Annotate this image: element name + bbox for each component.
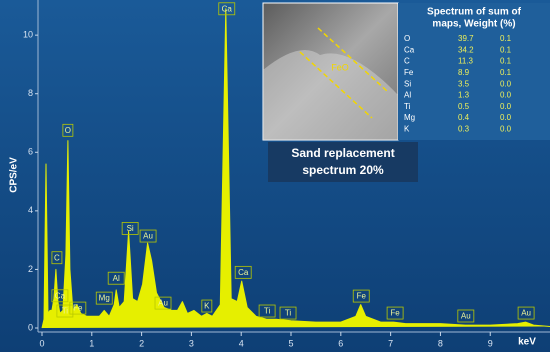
- peak-label: Au: [461, 312, 471, 321]
- peak-label: O: [65, 126, 71, 135]
- table-title: Spectrum of sum of: [427, 7, 522, 18]
- x-tick-label: 6: [338, 338, 343, 348]
- peak-label-box: [62, 123, 74, 137]
- table-element: Al: [404, 91, 411, 100]
- peak-label: Fe: [357, 292, 367, 301]
- y-tick-label: 0: [28, 322, 33, 332]
- x-tick-label: 8: [438, 338, 443, 348]
- peak-label-box: [154, 296, 172, 310]
- table-element: Mg: [404, 113, 415, 122]
- y-tick-label: 2: [28, 264, 33, 274]
- table-value: 0.0: [500, 91, 512, 100]
- table-element: Fe: [404, 68, 414, 77]
- y-tick-label: 6: [28, 147, 33, 157]
- table-title: maps, Weight (%): [432, 19, 515, 30]
- peak-label-box: [279, 306, 297, 320]
- peak-label: Ti: [264, 307, 271, 316]
- table-value: 11.3: [458, 57, 474, 66]
- peak-label-box: [234, 265, 252, 279]
- inset-image: FeO: [262, 2, 399, 141]
- table-value: 39.7: [458, 34, 474, 43]
- caption: spectrum 20%: [302, 163, 384, 177]
- peak-label-box: [51, 289, 69, 303]
- peak-label: Fe: [73, 304, 83, 313]
- peak-label: Ti: [62, 307, 69, 316]
- table-value: 0.0: [500, 102, 512, 111]
- table-value: 3.5: [458, 79, 470, 88]
- peak-label-box: [386, 306, 404, 320]
- table-value: 0.0: [500, 79, 512, 88]
- peak-label: C: [54, 253, 60, 262]
- spectrum: [41, 8, 550, 329]
- table-element: C: [404, 57, 410, 66]
- peak-label-box: [69, 301, 87, 315]
- peak-label: Ca: [55, 291, 66, 300]
- table-element: O: [404, 34, 410, 43]
- table-value: 0.1: [500, 68, 512, 77]
- peak-label-box: [258, 304, 276, 318]
- table-value: 0.0: [500, 125, 512, 134]
- table-value: 8.9: [458, 68, 470, 77]
- peak-label-box: [517, 306, 535, 320]
- x-tick-label: 1: [89, 338, 94, 348]
- peak-label-box: [218, 2, 236, 16]
- peak-label: K: [204, 302, 210, 311]
- y-tick-label: 10: [23, 30, 33, 40]
- peak-label-box: [121, 222, 139, 235]
- x-tick-label: 7: [388, 338, 393, 348]
- table-value: 0.4: [458, 113, 470, 122]
- x-tick-label: 9: [488, 338, 493, 348]
- peak-label: Au: [521, 309, 531, 318]
- table: O 39.7 0.1 Ca 34.2 0.1 C 11.3 0.1 Fe 8.9 0.1 Si 3.5 0.…: [404, 34, 512, 133]
- table-element: Ti: [404, 102, 411, 111]
- table-element: Ca: [404, 45, 415, 54]
- peak-label-box: [201, 299, 213, 313]
- x-tick-label: 0: [39, 338, 44, 348]
- table-value: 0.3: [458, 125, 470, 134]
- peak-label: Au: [158, 299, 168, 308]
- peak-label-box: [352, 289, 370, 303]
- peak-label: Fe: [390, 309, 400, 318]
- peak-label-box: [139, 229, 157, 243]
- peak-label: Ti: [285, 309, 292, 318]
- table-element: K: [404, 125, 410, 134]
- caption: Sand replacement: [291, 146, 394, 160]
- x-tick-label: 3: [189, 338, 194, 348]
- x-tick-label: 4: [239, 338, 244, 348]
- x-tick-label: 5: [289, 338, 294, 348]
- peak-label: Si: [127, 224, 134, 233]
- peak-label-box: [107, 271, 125, 285]
- inset-label: FeO: [331, 62, 349, 72]
- peak-label: Ca: [238, 268, 249, 277]
- peak-label: Ca: [222, 4, 233, 13]
- peak-label: Mg: [99, 294, 110, 303]
- peak-label: Au: [143, 232, 153, 241]
- peak-label-box: [56, 304, 74, 318]
- peak-label-box: [457, 309, 475, 323]
- table-value: 0.1: [500, 34, 512, 43]
- table-value: 0.0: [500, 113, 512, 122]
- y-tick-label: 8: [28, 88, 33, 98]
- table-value: 34.2: [458, 45, 474, 54]
- table-value: 1.3: [458, 91, 470, 100]
- plot: 0 2 4 6 8 10 0 1 2 3 4 5 6 7 8 9 Ca O C Ca Ti Fe Mg Al Si Au Au K Ca…: [23, 0, 550, 348]
- x-tick-label: 2: [139, 338, 144, 348]
- table-value: 0.1: [500, 45, 512, 54]
- peak-label-box: [51, 251, 63, 265]
- table-value: 0.5: [458, 102, 470, 111]
- peak-label: Al: [113, 274, 120, 283]
- peak-label-box: [95, 291, 113, 305]
- caption-box: [268, 142, 418, 182]
- y-tick-label: 4: [28, 205, 33, 215]
- x-axis-label: keV: [518, 337, 536, 348]
- table-value: 0.1: [500, 57, 512, 66]
- y-axis-label: CPS/eV: [9, 157, 20, 193]
- table-box: [398, 3, 550, 140]
- table-element: Si: [404, 79, 411, 88]
